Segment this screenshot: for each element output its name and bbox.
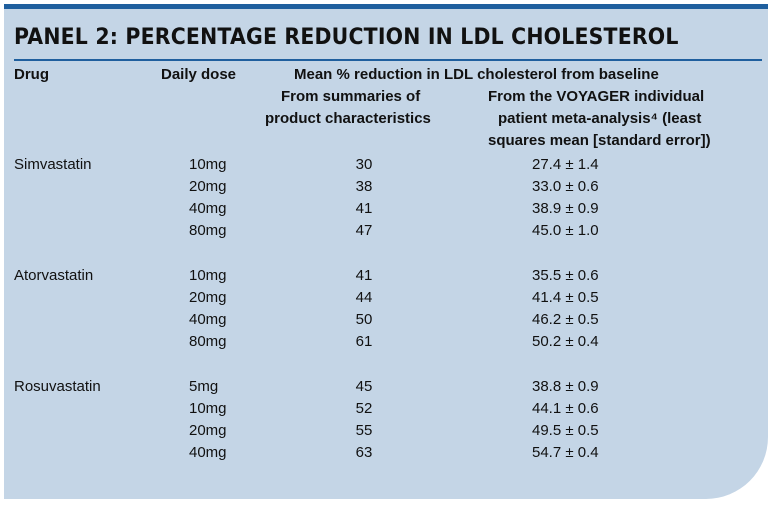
voyager-reduction-cell: 33.0 ± 0.6 [532, 178, 599, 195]
voyager-reduction-cell: 41.4 ± 0.5 [532, 289, 599, 306]
voyager-reduction-cell: 38.8 ± 0.9 [532, 378, 599, 395]
voyager-reduction-cell: 49.5 ± 0.5 [532, 422, 599, 439]
spc-reduction-cell: 38 [355, 178, 373, 195]
daily-dose-cell: 80mg [189, 222, 227, 239]
drug-name: Rosuvastatin [14, 378, 101, 395]
voyager-reduction-cell: 44.1 ± 0.6 [532, 400, 599, 417]
spc-reduction-cell: 44 [355, 289, 373, 306]
voyager-reduction-cell: 27.4 ± 1.4 [532, 156, 599, 173]
daily-dose-cell: 10mg [189, 267, 227, 284]
voyager-reduction-cell: 50.2 ± 0.4 [532, 333, 599, 350]
header-mean-reduction: Mean % reduction in LDL cholesterol from… [294, 66, 659, 83]
daily-dose-cell: 80mg [189, 333, 227, 350]
spc-reduction-cell: 41 [355, 267, 373, 284]
voyager-reduction-cell: 45.0 ± 1.0 [532, 222, 599, 239]
spc-reduction-cell: 41 [355, 200, 373, 217]
spc-reduction-cell: 30 [355, 156, 373, 173]
header-drug: Drug [14, 66, 49, 83]
voyager-reduction-cell: 54.7 ± 0.4 [532, 444, 599, 461]
spc-reduction-cell: 55 [355, 422, 373, 439]
spc-reduction-cell: 63 [355, 444, 373, 461]
header-voyager-line1: From the VOYAGER individual [488, 88, 705, 105]
title-rule [14, 59, 762, 61]
daily-dose-cell: 20mg [189, 422, 227, 439]
header-voyager-line3: squares mean [standard error]) [488, 132, 711, 149]
daily-dose-cell: 5mg [189, 378, 219, 395]
daily-dose-cell: 20mg [189, 289, 227, 306]
spc-reduction-cell: 61 [355, 333, 373, 350]
panel: PANEL 2: PERCENTAGE REDUCTION IN LDL CHO… [4, 4, 768, 499]
panel-title: PANEL 2: PERCENTAGE REDUCTION IN LDL CHO… [14, 25, 679, 50]
voyager-reduction-cell: 46.2 ± 0.5 [532, 311, 599, 328]
top-accent-bar [4, 4, 768, 9]
spc-reduction-cell: 50 [355, 311, 373, 328]
header-voyager-line2: patient meta-analysis⁴ (least [498, 110, 702, 127]
header-spc-line1: From summaries of [281, 88, 421, 105]
daily-dose-cell: 40mg [189, 311, 227, 328]
daily-dose-cell: 40mg [189, 200, 227, 217]
daily-dose-cell: 40mg [189, 444, 227, 461]
spc-reduction-cell: 52 [355, 400, 373, 417]
spc-reduction-cell: 47 [355, 222, 373, 239]
spc-reduction-cell: 45 [355, 378, 373, 395]
header-daily-dose: Daily dose [161, 66, 237, 83]
voyager-reduction-cell: 38.9 ± 0.9 [532, 200, 599, 217]
daily-dose-cell: 10mg [189, 156, 227, 173]
daily-dose-cell: 10mg [189, 400, 227, 417]
drug-name: Simvastatin [14, 156, 92, 173]
header-spc-line2: product characteristics [265, 110, 431, 127]
drug-name: Atorvastatin [14, 267, 94, 284]
daily-dose-cell: 20mg [189, 178, 227, 195]
voyager-reduction-cell: 35.5 ± 0.6 [532, 267, 599, 284]
